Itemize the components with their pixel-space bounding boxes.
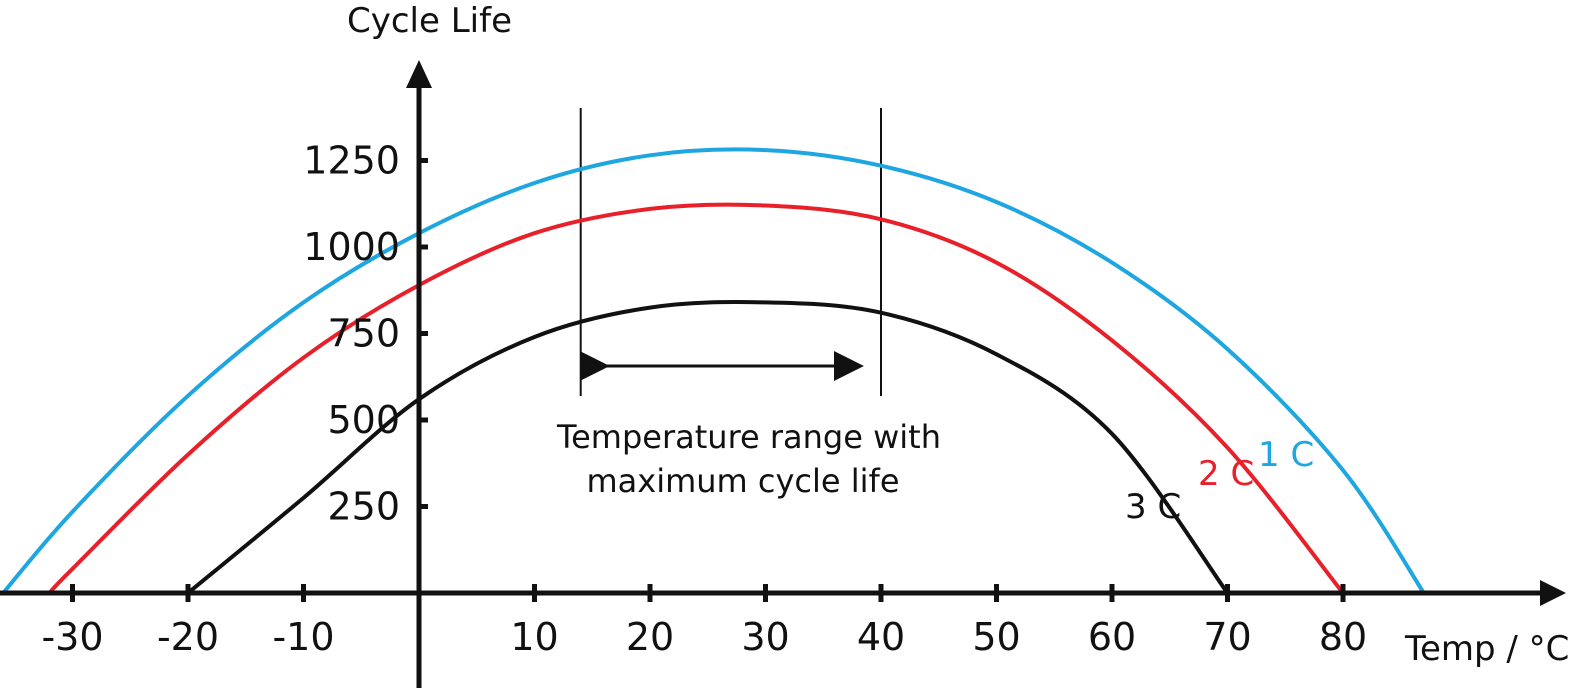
y-tick-label: 1000 [303, 225, 400, 269]
y-tick-label: 500 [327, 398, 400, 442]
x-axis-title: Temp / °C [1404, 629, 1569, 669]
x-tick-label: 30 [741, 615, 789, 659]
x-tick-label: 10 [510, 615, 558, 659]
series-line-1c [1, 147, 1426, 595]
x-tick-label: -10 [272, 615, 334, 659]
annotation-line-1: Temperature range with [556, 418, 941, 456]
y-axis-arrowhead [406, 60, 432, 88]
x-tick-label: 70 [1203, 615, 1251, 659]
x-tick-label: 80 [1319, 615, 1367, 659]
y-tick-label: 1250 [303, 139, 400, 183]
series-line-2c [47, 202, 1345, 595]
series-label-2c: 2 C [1198, 454, 1254, 494]
x-tick-label: -20 [157, 615, 219, 659]
y-axis-title: Cycle Life [347, 1, 512, 41]
x-tick-label: 50 [972, 615, 1020, 659]
x-tick-label: 60 [1088, 615, 1136, 659]
y-tick-label: 750 [327, 312, 400, 356]
x-axis-arrowhead [1540, 580, 1566, 606]
x-tick-label: -30 [41, 615, 103, 659]
x-tick-label: 20 [626, 615, 674, 659]
series-label-3c: 3 C [1125, 487, 1181, 527]
annotation-line-2: maximum cycle life [586, 462, 899, 500]
series-label-1c: 1 C [1258, 435, 1314, 475]
y-tick-label: 250 [327, 485, 400, 529]
series-line-3c [186, 300, 1230, 595]
x-tick-label: 40 [857, 615, 905, 659]
